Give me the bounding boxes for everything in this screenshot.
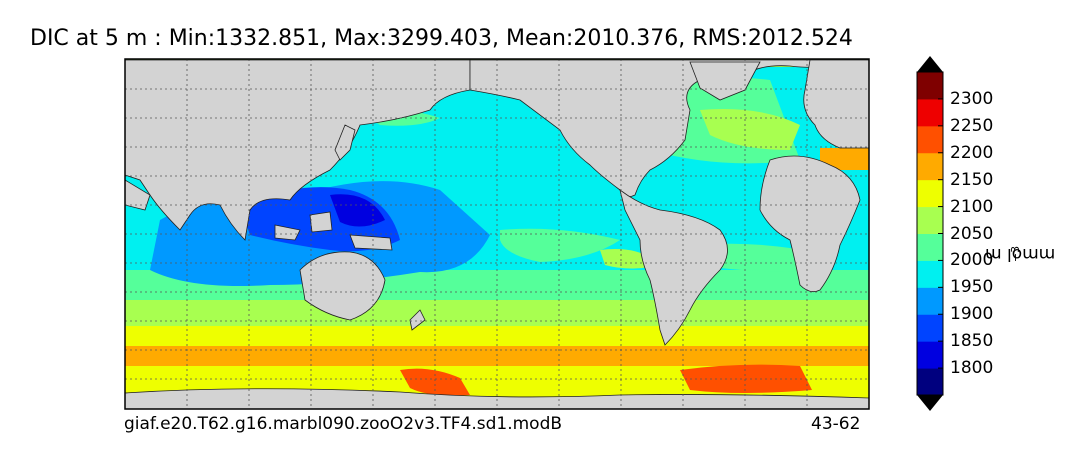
case-name: giaf.e20.T62.g16.marbl090.zooO2v3.TF4.sd… <box>124 414 563 434</box>
dic-field <box>125 59 869 409</box>
unit-main: mmol m <box>984 244 1056 264</box>
patch-maritime-1850 <box>330 194 385 227</box>
land-eurasia <box>125 59 471 241</box>
colorbar-segment <box>917 341 943 369</box>
land-new-guinea <box>349 234 393 251</box>
patch-mediterranean <box>820 148 869 170</box>
colorbar-segment <box>917 179 943 208</box>
map-title: DIC at 5 m : Min:1332.851, Max:3299.403,… <box>30 26 853 51</box>
colorbar-segment <box>917 152 943 181</box>
colorbar-tick-label: 2100 <box>950 196 994 217</box>
land-greenland <box>689 61 761 101</box>
land-europe <box>803 59 869 149</box>
band-southern-ocean <box>125 346 869 368</box>
map-frame <box>124 58 870 410</box>
colorbar-tick-label: 1950 <box>950 277 994 298</box>
colorbar-tick-label: 2200 <box>950 142 994 163</box>
colorbar-segment <box>917 233 943 261</box>
colorbar-tick-label: 1850 <box>950 331 994 352</box>
graticule <box>125 59 869 409</box>
colorbar-extend-max <box>917 56 943 72</box>
land-new-zealand <box>409 309 426 331</box>
land-arabia <box>125 179 151 211</box>
patch-ross <box>400 368 470 396</box>
colorbar-segment <box>917 206 943 234</box>
land-north-america <box>469 59 869 198</box>
colorbar-segment <box>917 287 943 315</box>
colorbar-segment <box>917 368 943 396</box>
colorbar-segment <box>917 260 943 288</box>
colorbar-segment <box>917 72 943 100</box>
band-south-midlat <box>125 326 869 348</box>
colorbar <box>916 56 944 411</box>
colorbar-tick-label: 1800 <box>950 358 994 379</box>
colorbar-tick-label: 2300 <box>950 88 994 109</box>
patch-north-atlantic-2100 <box>700 109 800 150</box>
land-australia <box>299 251 386 321</box>
colorbar-segment <box>917 98 943 127</box>
land-africa <box>759 155 861 293</box>
colorbar-segment <box>917 314 943 342</box>
land-antarctica <box>125 388 869 409</box>
patch-south-pacific-gyre <box>500 228 620 262</box>
colorbar-tick-label: 1900 <box>950 304 994 325</box>
colorbar-tick-label: 2000 <box>950 250 994 271</box>
year-range: 43-62 <box>811 414 861 434</box>
colorbar-tick-label: 2250 <box>950 115 994 136</box>
land-borneo <box>309 211 333 233</box>
land-japan <box>334 124 356 161</box>
colorbar-tick-label: 2050 <box>950 223 994 244</box>
colorbar-extend-min <box>917 395 943 411</box>
colorbar-unit-label: mmol m −3 <box>985 244 1055 264</box>
land <box>125 59 869 409</box>
colorbar-tick-label: 2150 <box>950 169 994 190</box>
colorbar-segment <box>917 125 943 154</box>
